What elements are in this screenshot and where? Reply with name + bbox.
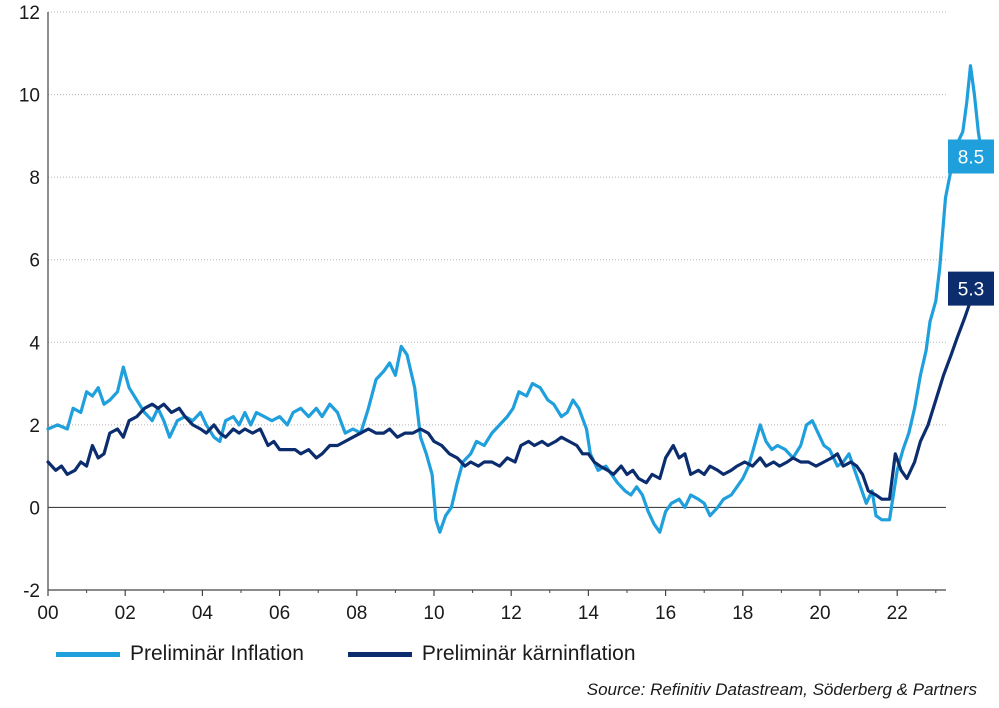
x-tick-label: 16 bbox=[655, 603, 676, 624]
x-tick-label: 00 bbox=[37, 603, 58, 624]
y-tick-label: 2 bbox=[29, 416, 40, 437]
y-tick-label: 4 bbox=[29, 333, 40, 354]
x-tick-label: 04 bbox=[192, 603, 214, 624]
legend-swatch-inflation bbox=[56, 651, 120, 657]
x-tick-label: 06 bbox=[269, 603, 290, 624]
legend-item-inflation: Preliminär Inflation bbox=[56, 642, 304, 666]
x-tick-label: 18 bbox=[732, 603, 753, 624]
y-tick-label: 10 bbox=[19, 86, 40, 107]
end-label-core-inflation: 5.3 bbox=[948, 271, 994, 306]
series-line-core-inflation bbox=[46, 287, 984, 501]
end-value-labels: 8.5 5.3 bbox=[948, 139, 994, 306]
x-tick-label: 02 bbox=[115, 603, 136, 624]
legend-label-inflation: Preliminär Inflation bbox=[130, 642, 304, 665]
end-label-box bbox=[948, 271, 994, 306]
end-label-inflation: 8.5 bbox=[948, 139, 994, 174]
end-label-box bbox=[948, 139, 994, 174]
legend-label-core-inflation: Preliminär kärninflation bbox=[421, 642, 636, 665]
legend-item-core-inflation: Preliminär kärninflation bbox=[347, 642, 636, 666]
x-tick-label: 08 bbox=[346, 603, 367, 624]
y-tick-label: 12 bbox=[19, 3, 40, 24]
x-tick-label: 22 bbox=[887, 603, 908, 624]
x-tick-label: 12 bbox=[501, 603, 522, 624]
end-label-value: 8.5 bbox=[958, 148, 984, 169]
y-tick-label: 0 bbox=[29, 498, 40, 519]
axes bbox=[47, 12, 946, 596]
x-tick-label: 10 bbox=[423, 603, 444, 624]
y-tick-labels: -2 0 2 4 6 8 10 12 bbox=[19, 3, 41, 602]
end-label-value: 5.3 bbox=[958, 280, 984, 301]
source-note: Source: Refinitiv Datastream, Söderberg … bbox=[586, 680, 977, 699]
x-tick-labels: 00 02 04 06 08 10 12 14 16 18 20 22 bbox=[37, 603, 907, 624]
y-tick-label: -2 bbox=[23, 581, 40, 602]
x-tick-label: 14 bbox=[578, 603, 600, 624]
legend-swatch-core-inflation bbox=[347, 651, 412, 657]
x-tick-label: 20 bbox=[809, 603, 830, 624]
series-lines bbox=[46, 64, 984, 534]
legend: Preliminär Inflation Preliminär kärninfl… bbox=[56, 642, 636, 666]
y-tick-label: 8 bbox=[29, 168, 40, 189]
y-tick-label: 6 bbox=[29, 251, 40, 272]
gridlines bbox=[48, 11, 946, 591]
